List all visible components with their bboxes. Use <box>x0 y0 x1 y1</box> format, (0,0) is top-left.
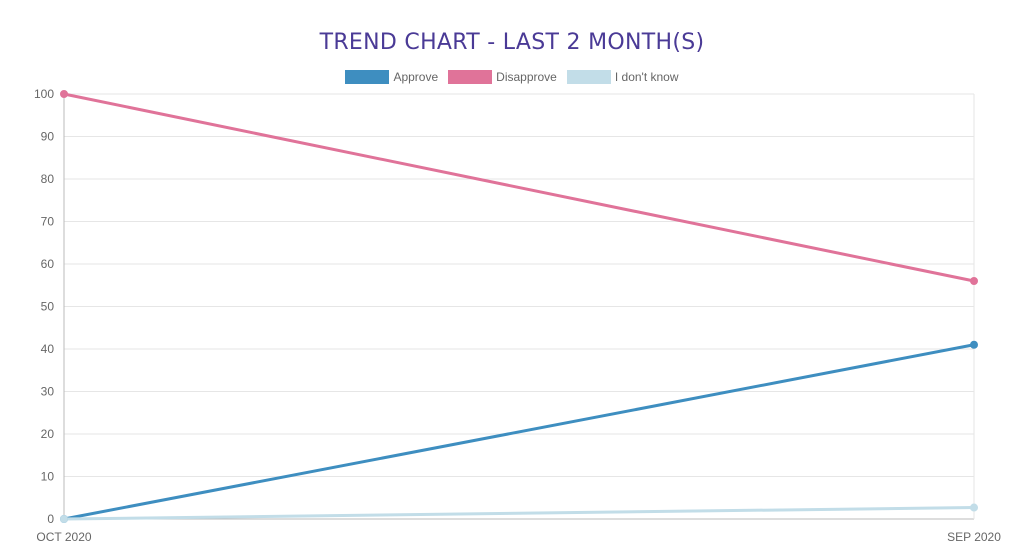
grid <box>63 93 975 520</box>
y-axis-ticks: 0 10 20 30 40 50 60 70 80 90 100 <box>34 87 54 526</box>
y-tick-label: 40 <box>41 342 55 356</box>
y-tick-label: 80 <box>41 172 55 186</box>
x-axis-ticks: OCT 2020 SEP 2020 <box>36 530 1001 544</box>
legend-swatch-disapprove <box>448 70 493 84</box>
x-tick-label: OCT 2020 <box>36 530 91 544</box>
data-point[interactable] <box>60 90 68 98</box>
y-tick-label: 70 <box>41 215 55 229</box>
series-line-2 <box>63 506 975 521</box>
series-line-0 <box>63 343 975 521</box>
data-point[interactable] <box>970 503 978 512</box>
y-tick-label: 100 <box>34 87 54 101</box>
legend-item-approve[interactable]: Approve <box>345 70 438 84</box>
y-tick-label: 30 <box>41 385 55 399</box>
y-tick-label: 0 <box>47 512 54 526</box>
y-tick-label: 50 <box>41 300 55 314</box>
series-lines <box>63 92 975 521</box>
legend-swatch-approve <box>345 70 390 84</box>
y-tick-label: 10 <box>41 470 55 484</box>
series-points <box>60 90 978 523</box>
y-tick-label: 90 <box>41 130 55 144</box>
legend-label-approve: Approve <box>393 70 439 84</box>
legend-item-disapprove[interactable]: Disapprove <box>448 70 557 84</box>
chart-title: TREND CHART - LAST 2 MONTH(S) <box>319 30 705 55</box>
legend-label-disapprove: Disapprove <box>496 70 557 84</box>
legend-swatch-dont-know <box>566 70 611 84</box>
legend: Approve Disapprove I don't know <box>0 70 1024 84</box>
legend-label-dont-know: I don't know <box>614 70 679 84</box>
data-point[interactable] <box>970 340 978 349</box>
y-tick-label: 20 <box>41 427 55 441</box>
y-tick-label: 60 <box>41 257 55 271</box>
legend-item-dont-know[interactable]: I don't know <box>566 70 679 84</box>
series-line-1 <box>63 92 975 283</box>
data-point[interactable] <box>60 515 68 523</box>
x-tick-label: SEP 2020 <box>947 530 1001 544</box>
data-point[interactable] <box>970 277 978 285</box>
